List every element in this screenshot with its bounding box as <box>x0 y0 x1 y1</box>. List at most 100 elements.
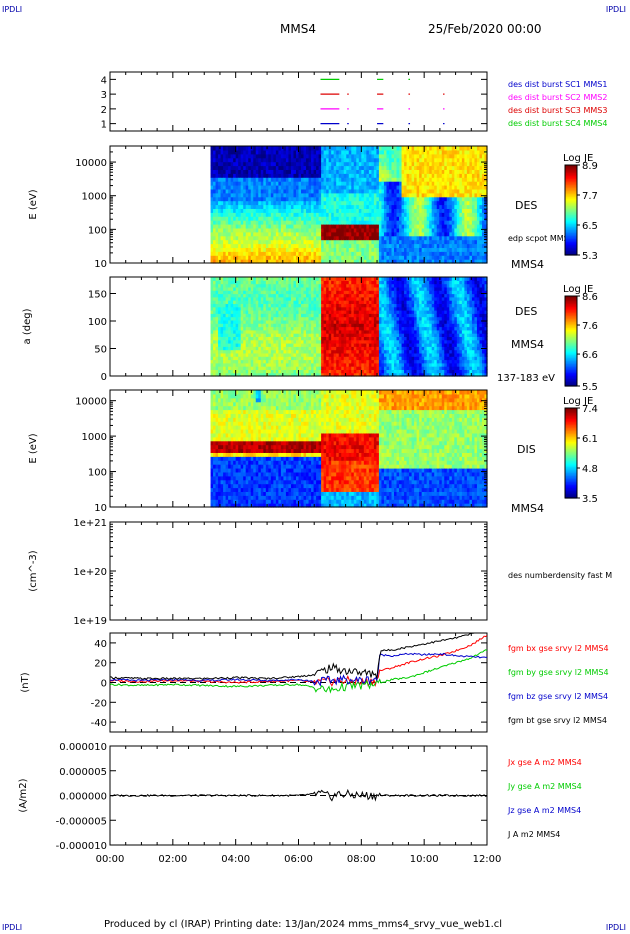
y-tick-label: 100 <box>88 317 107 328</box>
bfield-series-line <box>110 635 487 688</box>
des-energy-overlay-label: edp scpot MMS4 <box>508 234 574 243</box>
time-tick-label: 06:00 <box>284 854 313 865</box>
density-minor-ticks <box>110 523 487 606</box>
y-tick-label: 0.000005 <box>59 767 107 778</box>
y-tick-label: 10 <box>94 259 107 270</box>
des-energy-colorbar-tick: 8.9 <box>582 161 598 172</box>
des-pitch-y-ticks: 150 100 50 0 <box>88 290 487 383</box>
spacecraft-title: MMS4 <box>280 22 316 36</box>
dis-energy-minor-ticks <box>110 389 487 497</box>
dis-energy-ylabel: E (eV) <box>28 433 39 463</box>
burst-legend-entry: des dist burst SC4 MMS4 <box>508 119 607 128</box>
des-energy-panel-frame-time-ticks <box>109 146 488 263</box>
y-tick-label: 10000 <box>75 397 107 408</box>
y-tick-label: -20 <box>91 698 107 709</box>
date-title: 25/Feb/2020 00:00 <box>428 22 542 36</box>
density-ylabel: (cm^-3) <box>28 550 39 591</box>
current-series-group <box>110 788 487 802</box>
burst-legend-entry: des dist burst SC3 MMS3 <box>508 106 607 115</box>
des-pitch-colorbar-tick: 5.5 <box>582 382 598 393</box>
dis-energy-panel-frame-time-ticks <box>109 390 488 507</box>
y-tick-label: 100 <box>88 225 107 236</box>
y-tick-label: 0 <box>101 679 107 690</box>
time-tick-label: 04:00 <box>221 854 250 865</box>
current-legend-entry: Jx gse A m2 MMS4 <box>507 758 582 767</box>
dis-energy-instrument-label: DIS <box>517 443 536 456</box>
current-legend-entry: J A m2 MMS4 <box>507 830 560 839</box>
y-tick-label: -0.000005 <box>56 816 107 827</box>
des-pitch-colorbar-tick: 8.6 <box>582 292 598 303</box>
bfield-series-line <box>110 649 487 694</box>
y-tick-label: 100 <box>88 468 107 479</box>
des-energy-colorbar-tick: 5.3 <box>582 251 598 262</box>
des-energy-minor-ticks <box>110 145 487 254</box>
y-tick-label: 0.000010 <box>59 742 107 753</box>
y-tick-label: 1 <box>101 120 107 131</box>
density-y-ticks: 1e+21 1e+20 1e+19 <box>73 518 487 627</box>
des-energy-colorbar-title: Log JE <box>563 153 593 164</box>
des-energy-heatmap <box>210 146 488 264</box>
y-tick-label: 1000 <box>82 432 107 443</box>
bfield-legend-entry: fgm bx gse srvy l2 MMS4 <box>508 644 609 653</box>
bfield-ylabel: (nT) <box>20 672 31 692</box>
y-tick-label: 1000 <box>82 192 107 203</box>
summary-plot: 00:00 02:00 04:00 06:00 08:00 10:00 12:00 4 3 2 1 d… <box>18 71 612 865</box>
dis-energy-y-ticks: 10000 1000 100 10 <box>75 397 487 514</box>
bfield-series-group <box>110 633 487 694</box>
des-pitch-heatmap <box>210 277 488 377</box>
y-tick-label: 2 <box>101 105 107 116</box>
des-pitch-energy-range: 137-183 eV <box>497 373 555 384</box>
y-tick-label: 0 <box>101 372 107 383</box>
y-tick-label: 1e+20 <box>73 567 107 578</box>
des-energy-ylabel: E (eV) <box>28 189 39 219</box>
dis-energy-sc-label: MMS4 <box>511 502 544 515</box>
time-tick-label: 12:00 <box>473 854 502 865</box>
y-tick-label: 10 <box>94 503 107 514</box>
current-legend-entry: Jz gse A m2 MMS4 <box>507 806 581 815</box>
corner-label-bottom-right: IPDLI <box>605 923 626 932</box>
y-tick-label: 20 <box>94 659 107 670</box>
des-energy-y-ticks: 10000 1000 100 10 <box>75 158 487 270</box>
bfield-y-ticks: 40 20 0 -20 -40 <box>91 639 487 729</box>
dis-energy-colorbar: Log JE7.4 6.1 4.8 3.5 <box>563 396 598 505</box>
density-panel-frame-time-ticks <box>109 522 488 620</box>
footer-credit: Produced by cl (IRAP) Printing date: 13/… <box>104 919 503 930</box>
burst-y-ticks: 4 3 2 1 <box>101 75 487 131</box>
time-tick-label: 08:00 <box>347 854 376 865</box>
y-tick-label: 40 <box>94 639 107 650</box>
burst-legend-entry: des dist burst SC2 MMS2 <box>508 93 607 102</box>
y-tick-label: -40 <box>91 718 107 729</box>
des-energy-colorbar: Log JE8.9 7.7 6.5 5.3 <box>563 153 598 262</box>
current-y-ticks: 0.000010 0.000005 0.000000 -0.000005 -0.0000… <box>56 742 487 852</box>
dis-energy-colorbar-tick: 7.4 <box>582 404 598 415</box>
y-tick-label: 10000 <box>75 158 107 169</box>
current-ylabel: (A/m2) <box>18 778 29 812</box>
burst-panel-frame <box>109 71 488 132</box>
density-legend-entry: des numberdensity fast M <box>508 571 612 580</box>
time-tick-label: 02:00 <box>158 854 187 865</box>
des-pitch-colorbar: Log JE8.6 7.6 6.6 5.5 <box>563 284 598 393</box>
density-panel-frame <box>109 521 488 621</box>
y-tick-label: 0.000000 <box>59 792 107 803</box>
des-pitch-colorbar-title: Log JE <box>563 284 593 295</box>
y-tick-label: 4 <box>101 75 107 86</box>
des-energy-colorbar-tick: 7.7 <box>582 191 598 202</box>
y-tick-label: 1e+19 <box>73 616 107 627</box>
time-tick-label: 00:00 <box>96 854 125 865</box>
des-pitch-panel-frame-time-ticks <box>109 277 488 376</box>
current-legend-entry: Jy gse A m2 MMS4 <box>507 782 582 791</box>
bfield-legend-entry: fgm by gse srvy l2 MMS4 <box>508 668 609 677</box>
dis-energy-colorbar-tick: 3.5 <box>582 494 598 505</box>
bfield-legend-entry: fgm bt gse srvy l2 MMS4 <box>508 716 607 725</box>
y-tick-label: 3 <box>101 90 107 101</box>
time-tick-label: 10:00 <box>410 854 439 865</box>
des-energy-colorbar-tick: 6.5 <box>582 221 598 232</box>
des-energy-instrument-label: DES <box>515 199 537 212</box>
des-pitch-colorbar-tick: 6.6 <box>582 350 598 361</box>
des-pitch-ylabel: a (deg) <box>22 308 33 344</box>
dis-energy-colorbar-title: Log JE <box>563 396 593 407</box>
bfield-panel-frame-time-ticks <box>109 633 488 732</box>
dis-energy-heatmap <box>210 390 488 508</box>
dis-energy-colorbar-tick: 6.1 <box>582 434 598 445</box>
y-tick-label: 150 <box>88 290 107 301</box>
